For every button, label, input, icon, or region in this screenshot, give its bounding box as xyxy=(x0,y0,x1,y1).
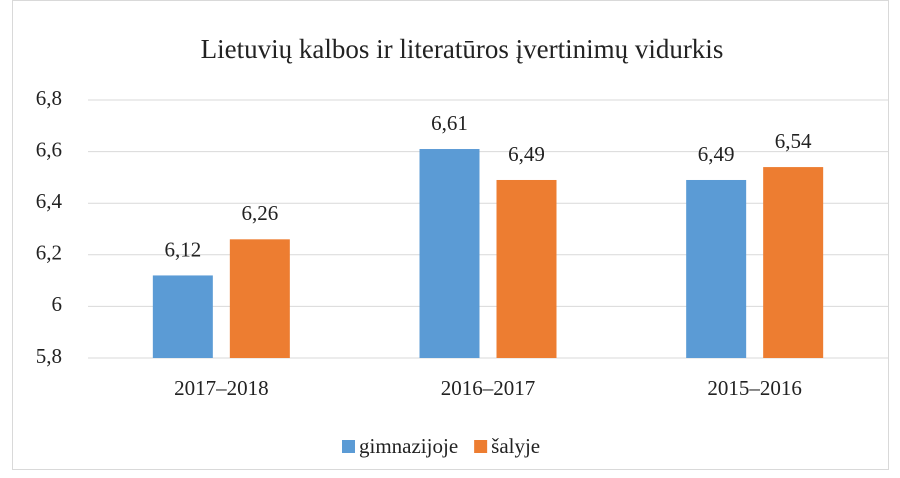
value-label: 6,54 xyxy=(775,129,812,153)
bar xyxy=(763,167,824,358)
value-label: 6,49 xyxy=(698,142,735,166)
y-tick-label: 6 xyxy=(52,292,63,316)
legend-label: gimnazijoje xyxy=(359,434,458,458)
bar xyxy=(229,239,290,358)
bar xyxy=(686,179,747,358)
legend-swatch xyxy=(474,440,488,453)
y-tick-label: 6,8 xyxy=(36,86,62,110)
x-tick-label: 2015–2016 xyxy=(707,376,802,400)
bar xyxy=(419,149,480,358)
value-label: 6,61 xyxy=(431,111,468,135)
bar xyxy=(152,275,213,358)
y-tick-label: 6,4 xyxy=(36,189,63,213)
value-label: 6,12 xyxy=(164,237,201,261)
chart-title: Lietuvių kalbos ir literatūros įvertinim… xyxy=(201,34,724,64)
legend-label: šalyje xyxy=(491,434,540,458)
value-label: 6,26 xyxy=(241,201,278,225)
y-tick-label: 6,6 xyxy=(36,137,62,161)
bar xyxy=(496,179,557,358)
x-tick-label: 2016–2017 xyxy=(441,376,536,400)
x-tick-label: 2017–2018 xyxy=(174,376,269,400)
value-label: 6,49 xyxy=(508,142,545,166)
legend-swatch xyxy=(342,440,355,453)
y-tick-label: 6,2 xyxy=(36,241,62,265)
y-tick-label: 5,8 xyxy=(36,344,62,368)
